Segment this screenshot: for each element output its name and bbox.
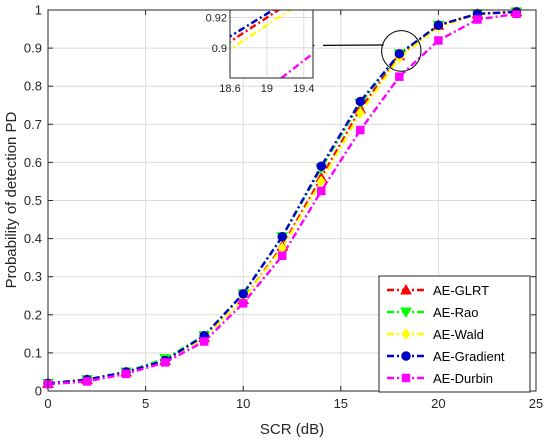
x-tick-label: 15 — [334, 396, 348, 411]
y-tick-label: 0.6 — [24, 155, 42, 170]
x-tick-label: 25 — [529, 396, 543, 411]
data-point-ae-durbin — [277, 251, 287, 260]
legend-label-ae-rao: AE-Rao — [433, 305, 479, 320]
inset-series-lines — [230, 10, 313, 78]
data-point-ae-gradient — [355, 96, 366, 107]
y-tick-label: 0.5 — [24, 193, 42, 208]
data-point-ae-wald — [355, 107, 365, 119]
y-tick-label: 0.8 — [24, 79, 42, 94]
data-point-ae-durbin — [512, 9, 521, 19]
inset-y-tick-label: 0.92 — [206, 13, 227, 25]
legend-label-ae-durbin: AE-Durbin — [433, 371, 493, 386]
y-tick-label: 0.2 — [24, 307, 42, 322]
y-tick-label: 0 — [35, 384, 42, 399]
legend-marker-ae-glrt — [400, 283, 412, 295]
y-tick-label: 0.3 — [24, 269, 42, 284]
x-tick-label: 10 — [236, 396, 250, 411]
data-point-ae-durbin — [160, 358, 170, 367]
inset-background — [230, 10, 313, 78]
y-tick-label: 0.1 — [24, 345, 42, 360]
data-point-ae-durbin — [121, 369, 131, 379]
y-tick-label: 0.9 — [24, 41, 42, 56]
inset-x-tick-label: 19 — [261, 83, 273, 95]
data-point-ae-wald — [316, 175, 326, 188]
legend-label-ae-glrt: AE-GLRT — [433, 283, 489, 298]
data-point-ae-gradient — [238, 289, 248, 299]
inset-y-tick-label: 0.9 — [212, 43, 227, 55]
data-point-ae-durbin — [238, 299, 248, 308]
x-tick-label: 20 — [431, 396, 445, 411]
data-point-ae-durbin — [434, 36, 443, 45]
x-tick-label: 0 — [44, 396, 51, 411]
data-point-ae-gradient — [277, 231, 287, 242]
zoom-region-ellipse — [381, 30, 422, 72]
y-axis-label: Probability of detection PD — [3, 111, 20, 288]
inset-line-ae-gradient — [230, 10, 276, 38]
inset-frame — [229, 9, 314, 79]
inset-x-tick-label: 19.4 — [293, 83, 314, 95]
y-tick-label: 0.4 — [24, 231, 42, 246]
legend-marker-ae-durbin — [401, 373, 411, 383]
inset-x-tick-label: 18.6 — [219, 83, 240, 95]
inset-line-ae-wald — [230, 10, 293, 51]
legend-label-ae-gradient: AE-Gradient — [433, 349, 505, 364]
legend-marker-ae-wald — [401, 328, 411, 340]
legend-marker-ae-rao — [400, 307, 412, 319]
data-point-ae-gradient — [316, 161, 327, 171]
data-point-ae-durbin — [356, 125, 365, 135]
legend-label-ae-wald: AE-Wald — [433, 327, 484, 342]
y-tick-label: 0.7 — [24, 117, 42, 132]
x-tick-label: 5 — [142, 396, 149, 411]
data-point-ae-durbin — [199, 337, 209, 346]
data-point-ae-durbin — [395, 72, 404, 81]
data-point-ae-gradient — [394, 49, 405, 59]
data-point-ae-durbin — [82, 377, 92, 386]
inset-line-ae-glrt — [230, 10, 281, 44]
legend: AE-GLRT AE-Rao AE-Wald AE-Gradient AE-Durbin — [378, 275, 531, 393]
x-axis-label: SCR (dB) — [260, 421, 324, 438]
data-point-ae-durbin — [473, 15, 482, 24]
data-point-ae-gradient — [433, 20, 444, 30]
data-point-ae-durbin — [317, 186, 326, 196]
y-tick-label: 1 — [35, 3, 42, 18]
y-axis-ticks: 0 0.1 0.2 0.3 0.4 0.5 0.6 0.7 0.8 0.9 1 — [24, 3, 536, 399]
inset-zoom-plot: 18.6 19 19.4 0.9 0.92 — [206, 9, 314, 95]
legend-marker-ae-gradient — [401, 351, 411, 361]
